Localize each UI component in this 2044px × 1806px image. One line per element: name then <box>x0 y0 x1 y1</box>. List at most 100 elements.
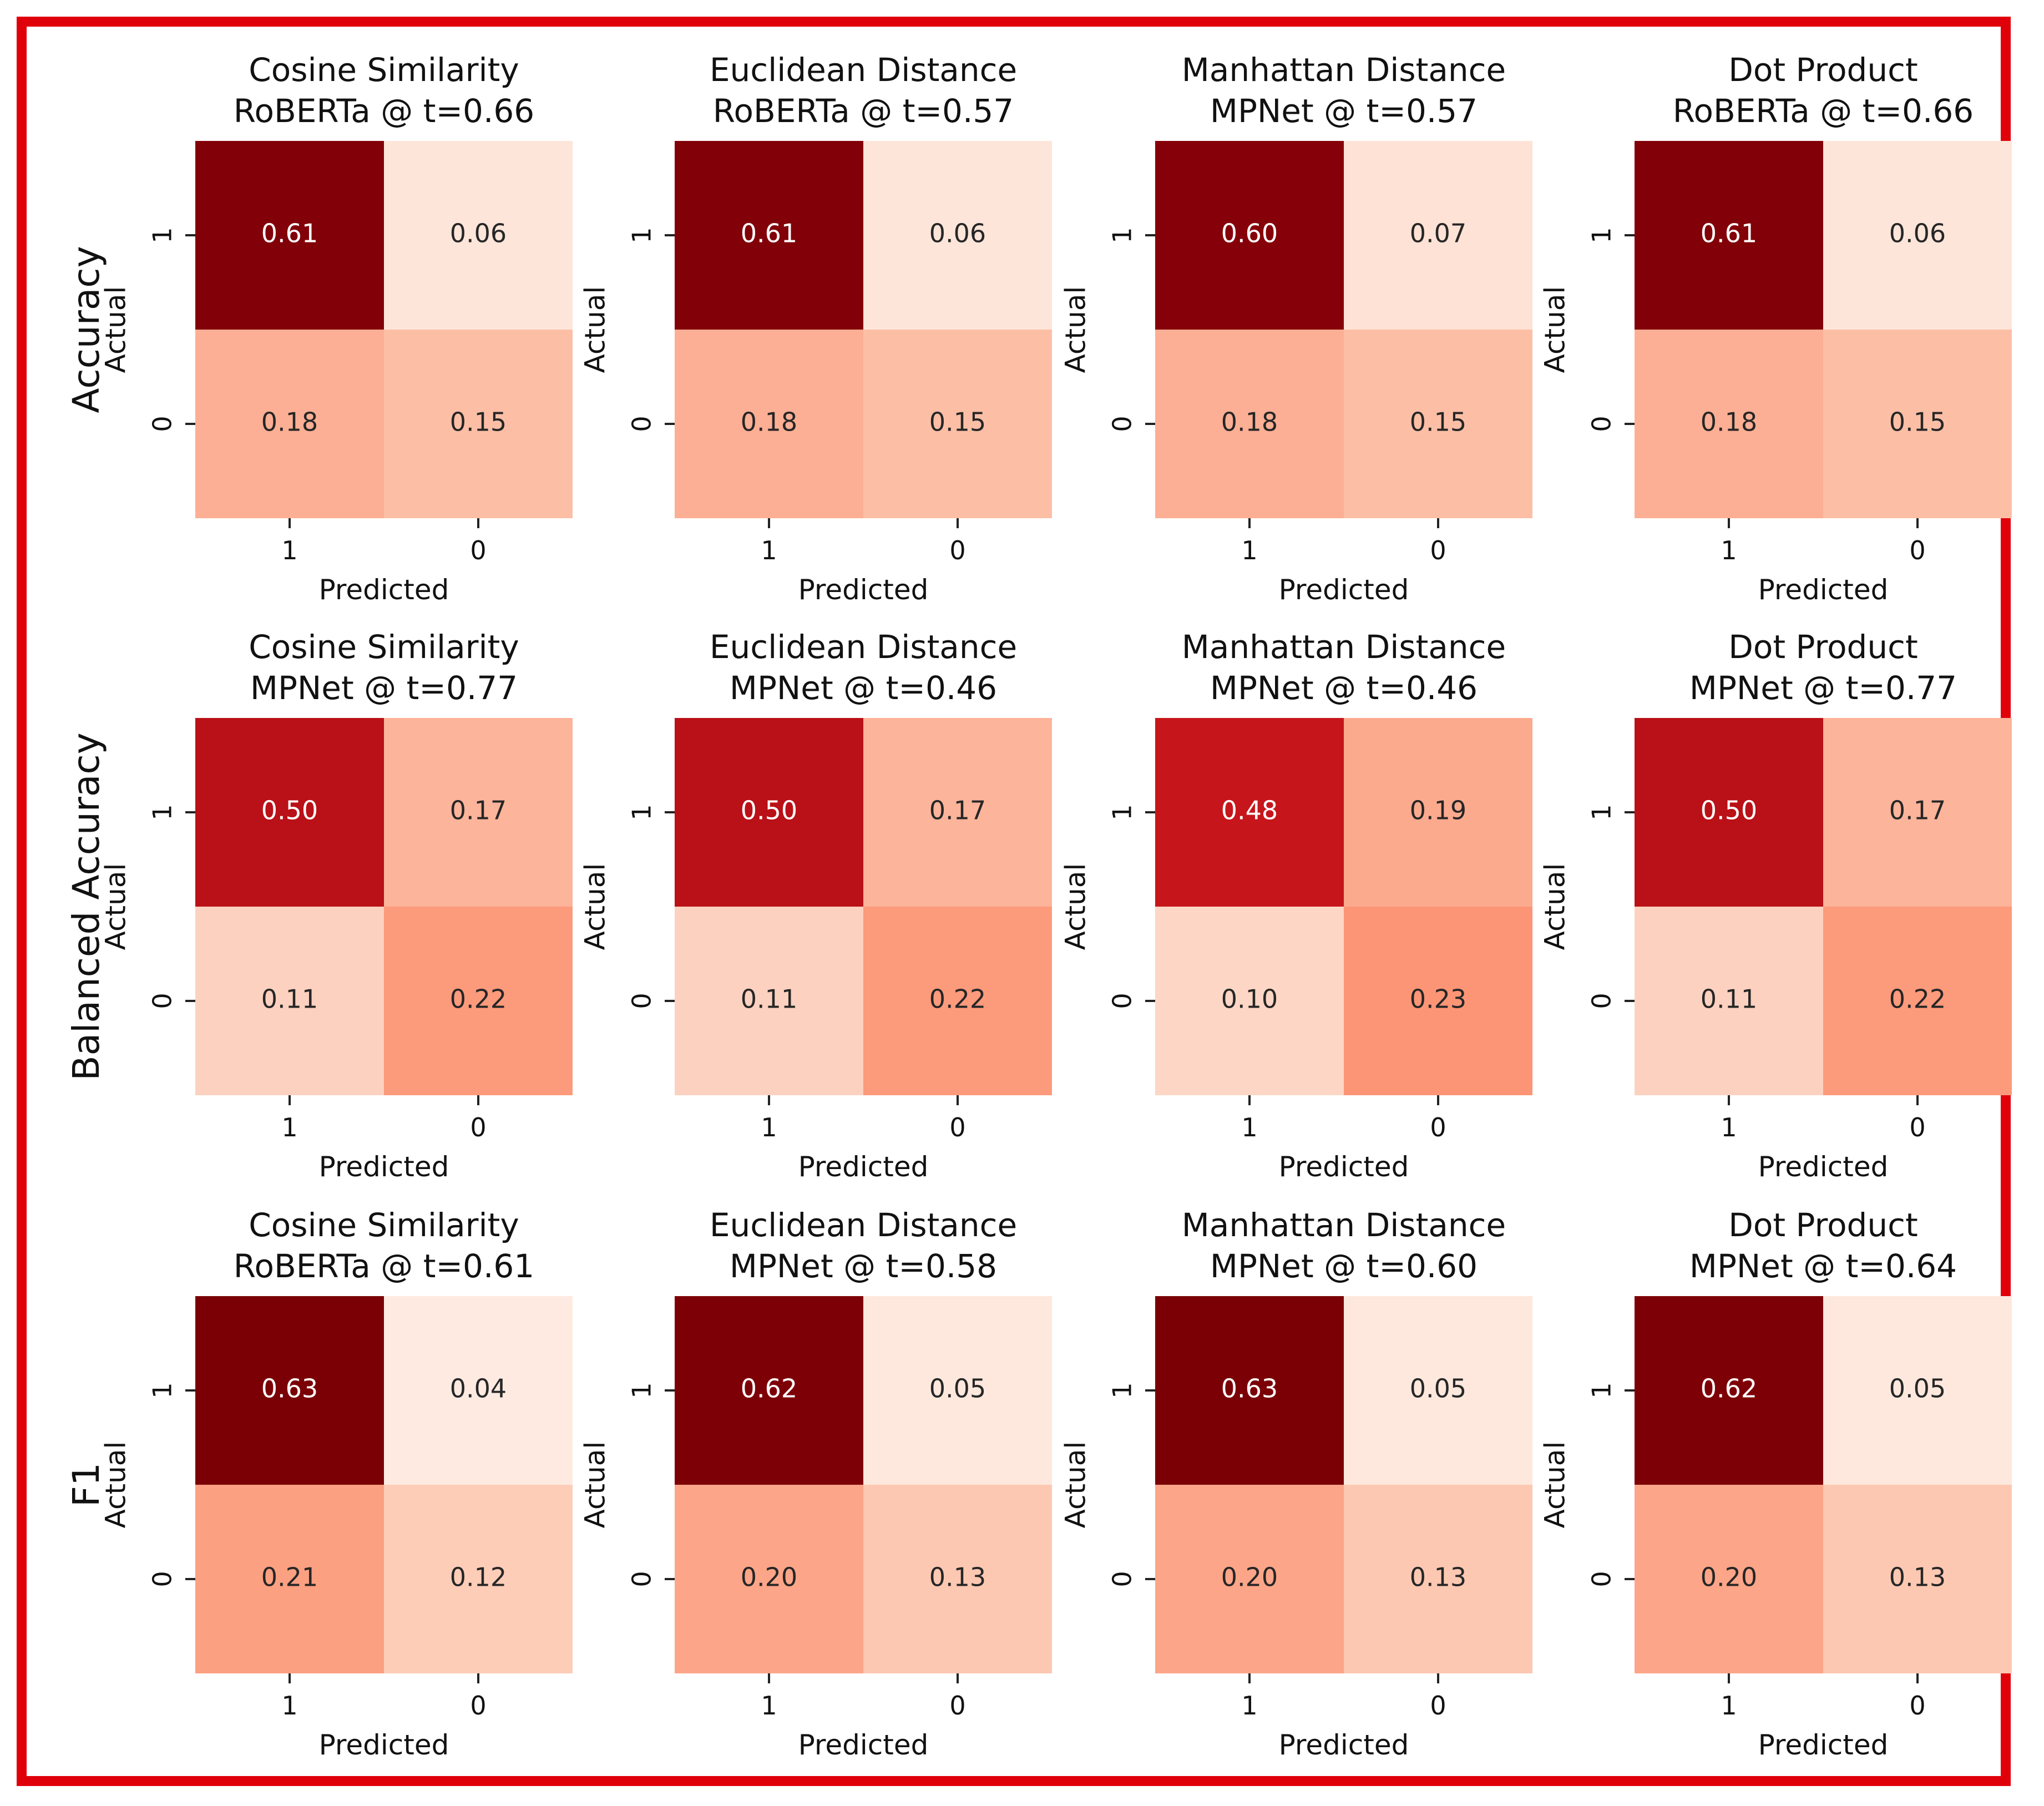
heatmap-cell <box>1344 718 1532 907</box>
cell-value-label: 0.15 <box>929 407 986 437</box>
y-tick-label: 0 <box>148 1571 178 1587</box>
cell-value-label: 0.48 <box>1221 796 1278 826</box>
heatmap-cell <box>863 141 1052 330</box>
y-axis-label: Actual <box>579 1441 611 1529</box>
x-axis-label: Predicted <box>1758 1151 1889 1183</box>
y-tick-label: 1 <box>1587 1382 1617 1398</box>
heatmap-cell <box>863 330 1052 518</box>
panel-subtitle: RoBERTa @ t=0.66 <box>234 92 534 130</box>
x-tick-label: 1 <box>1721 1691 1737 1721</box>
y-axis-label: Actual <box>100 286 132 373</box>
panel-subtitle: MPNet @ t=0.77 <box>1689 669 1957 707</box>
y-axis-label: Actual <box>1539 286 1571 373</box>
cell-value-label: 0.13 <box>1889 1562 1946 1592</box>
cell-value-label: 0.19 <box>1410 796 1466 826</box>
x-tick-label: 1 <box>281 1112 297 1142</box>
y-tick-label: 1 <box>1587 227 1617 243</box>
x-tick-label: 0 <box>949 535 965 565</box>
panel-title: Manhattan Distance <box>1182 628 1506 666</box>
x-axis-label: Predicted <box>798 574 929 606</box>
cell-value-label: 0.63 <box>1221 1374 1278 1404</box>
heatmap-cell <box>675 907 863 1095</box>
x-tick-label: 0 <box>1430 535 1446 565</box>
x-axis-label: Predicted <box>798 1729 929 1761</box>
heatmap-cell <box>384 141 573 330</box>
y-axis-label: Actual <box>1060 286 1092 373</box>
x-tick-label: 1 <box>761 1691 777 1721</box>
x-tick-label: 1 <box>1721 535 1737 565</box>
y-axis-label: Actual <box>579 863 611 950</box>
x-tick-label: 1 <box>281 1691 297 1721</box>
heatmap-cell <box>384 1296 573 1485</box>
cell-value-label: 0.50 <box>1701 796 1757 826</box>
x-axis-label: Predicted <box>319 574 449 606</box>
heatmap-cell <box>1344 1296 1532 1485</box>
y-tick-label: 0 <box>1587 993 1617 1009</box>
cell-value-label: 0.18 <box>741 407 797 437</box>
panel-subtitle: MPNet @ t=0.77 <box>250 669 518 707</box>
row-label-accuracy: Accuracy <box>65 246 108 413</box>
cell-value-label: 0.62 <box>741 1374 797 1404</box>
y-tick-label: 0 <box>627 1571 657 1587</box>
x-tick-label: 1 <box>761 535 777 565</box>
heatmap-cell <box>1344 141 1532 330</box>
x-tick-label: 0 <box>1909 1691 1925 1721</box>
y-tick-label: 0 <box>1107 416 1137 432</box>
heatmap-cell <box>863 718 1052 907</box>
x-axis-label: Predicted <box>1279 1151 1409 1183</box>
cell-value-label: 0.61 <box>1701 219 1757 249</box>
heatmap-cell <box>1344 1485 1532 1673</box>
cell-value-label: 0.20 <box>741 1562 797 1592</box>
heatmap-cell <box>1635 141 1823 330</box>
panel-subtitle: RoBERTa @ t=0.66 <box>1673 92 1974 130</box>
x-tick-label: 0 <box>1430 1112 1446 1142</box>
panel-title: Dot Product <box>1728 628 1918 666</box>
x-axis-label: Predicted <box>1279 1729 1409 1761</box>
y-tick-label: 1 <box>1107 804 1137 820</box>
x-tick-label: 0 <box>470 535 486 565</box>
panel-title: Euclidean Distance <box>710 628 1017 666</box>
heatmap-cell <box>384 907 573 1095</box>
heatmap-cell <box>863 907 1052 1095</box>
y-tick-label: 0 <box>1107 993 1137 1009</box>
x-tick-label: 0 <box>470 1112 486 1142</box>
cell-value-label: 0.17 <box>929 796 986 826</box>
panel-title: Dot Product <box>1728 1206 1918 1244</box>
y-tick-label: 0 <box>148 993 178 1009</box>
heatmap-cell <box>675 1296 863 1485</box>
panel-subtitle: MPNet @ t=0.64 <box>1689 1247 1957 1285</box>
cell-value-label: 0.18 <box>261 407 318 437</box>
cell-value-label: 0.12 <box>450 1562 507 1592</box>
cell-value-label: 0.60 <box>1221 219 1278 249</box>
heatmap-cell <box>195 718 384 907</box>
cell-value-label: 0.17 <box>450 796 507 826</box>
x-tick-label: 1 <box>1241 1691 1257 1721</box>
y-tick-label: 0 <box>627 993 657 1009</box>
y-tick-label: 1 <box>1587 804 1617 820</box>
panel-subtitle: RoBERTa @ t=0.61 <box>234 1247 534 1285</box>
y-tick-label: 1 <box>1107 1382 1137 1398</box>
panel-subtitle: MPNet @ t=0.46 <box>1210 669 1478 707</box>
cell-value-label: 0.22 <box>1889 984 1946 1014</box>
panel-title: Dot Product <box>1728 51 1918 89</box>
y-tick-label: 1 <box>627 227 657 243</box>
x-tick-label: 0 <box>949 1691 965 1721</box>
panel-subtitle: MPNet @ t=0.46 <box>730 669 997 707</box>
y-axis-label: Actual <box>100 1441 132 1529</box>
row-label-f1: F1 <box>65 1463 108 1507</box>
y-tick-label: 1 <box>148 227 178 243</box>
cell-value-label: 0.23 <box>1410 984 1466 1014</box>
cell-value-label: 0.10 <box>1221 984 1278 1014</box>
x-axis-label: Predicted <box>319 1729 449 1761</box>
y-axis-label: Actual <box>579 286 611 373</box>
x-tick-label: 1 <box>1721 1112 1737 1142</box>
heatmap-cell <box>675 1485 863 1673</box>
cell-value-label: 0.05 <box>929 1374 986 1404</box>
heatmap-cell <box>195 907 384 1095</box>
heatmap-cell <box>1635 1296 1823 1485</box>
x-tick-label: 0 <box>470 1691 486 1721</box>
cell-value-label: 0.13 <box>1410 1562 1466 1592</box>
cell-value-label: 0.05 <box>1889 1374 1946 1404</box>
